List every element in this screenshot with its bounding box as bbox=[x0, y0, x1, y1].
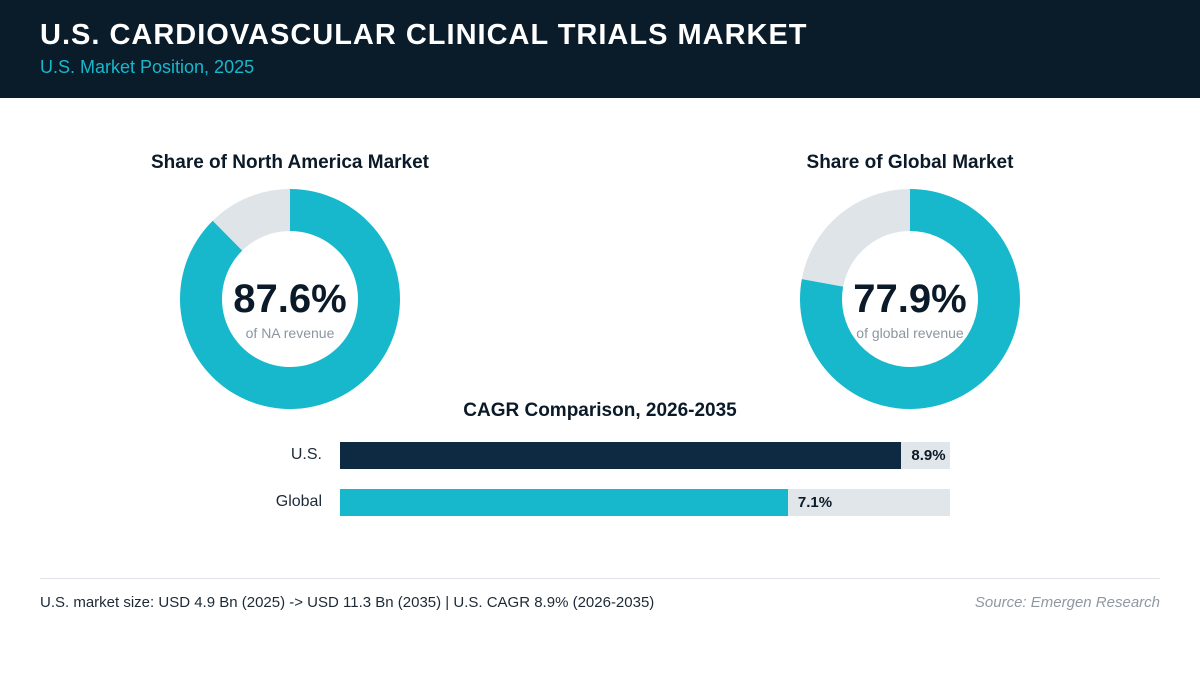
bar-track-us: 8.9% bbox=[340, 442, 950, 469]
donut-share-slice bbox=[179, 189, 400, 409]
cagr-chart-title: CAGR Comparison, 2026-2035 bbox=[463, 400, 737, 421]
footer-note: U.S. market size: USD 4.9 Bn (2025) -> U… bbox=[40, 594, 655, 611]
bar-value-us: 8.9% bbox=[911, 447, 946, 464]
donut-remainder-slice bbox=[212, 189, 290, 251]
bar-global bbox=[340, 489, 788, 516]
donut-remainder-slice bbox=[801, 189, 910, 287]
source-credit: Source: Emergen Research bbox=[974, 594, 1160, 611]
na-share-caption: of NA revenue bbox=[245, 325, 335, 341]
bar-label-global: Global bbox=[275, 493, 322, 510]
na-share-title: Share of North America Market bbox=[150, 152, 430, 173]
bar-us bbox=[340, 442, 902, 469]
bar-track-global: 7.1% bbox=[340, 489, 950, 516]
na-share-donut bbox=[179, 189, 400, 409]
header: U.S. CARDIOVASCULAR CLINICAL TRIALS MARK… bbox=[0, 0, 1200, 98]
footer-divider bbox=[40, 578, 1160, 579]
global-share-donut bbox=[800, 189, 1020, 409]
global-share-caption: of global revenue bbox=[856, 325, 964, 341]
page-title: U.S. CARDIOVASCULAR CLINICAL TRIALS MARK… bbox=[40, 19, 808, 51]
global-share-title: Share of Global Market bbox=[806, 152, 1014, 173]
na-share-value: 87.6% bbox=[233, 277, 347, 321]
global-share-value: 77.9% bbox=[853, 277, 967, 321]
donut-share-slice bbox=[800, 189, 1020, 409]
page-subtitle: U.S. Market Position, 2025 bbox=[40, 57, 255, 77]
bar-value-global: 7.1% bbox=[797, 494, 833, 511]
bar-label-us: U.S. bbox=[290, 446, 322, 463]
